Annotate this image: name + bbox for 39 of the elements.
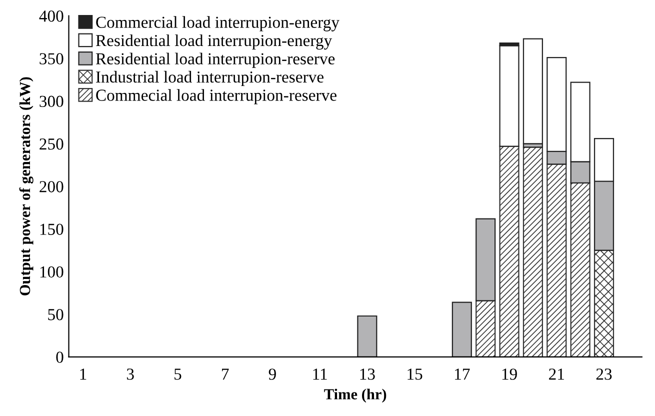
x-tick-label: 15 bbox=[408, 368, 422, 380]
x-tick-label: 3 bbox=[126, 368, 134, 380]
x-tick-label: 23 bbox=[596, 368, 612, 380]
bar bbox=[357, 315, 378, 357]
legend-label: Residential load interrupion-energy bbox=[96, 34, 332, 50]
bar bbox=[570, 182, 590, 357]
x-tick-label: 1 bbox=[80, 368, 86, 380]
bar bbox=[546, 164, 567, 357]
bar bbox=[522, 146, 543, 357]
bar bbox=[522, 38, 543, 144]
y-tick-label: 400 bbox=[39, 10, 64, 22]
x-tick-label: 7 bbox=[222, 368, 229, 380]
y-tick-label: 350 bbox=[40, 53, 64, 64]
bar bbox=[499, 146, 520, 357]
y-tick-label: 200 bbox=[40, 181, 64, 192]
bar bbox=[476, 218, 496, 302]
y-tick-label: 300 bbox=[40, 96, 64, 108]
x-tick-label: 21 bbox=[549, 368, 564, 380]
y-tick-label: 250 bbox=[40, 138, 64, 150]
y-tick-label: 50 bbox=[48, 308, 64, 320]
x-tick-label: 19 bbox=[502, 368, 517, 380]
bar bbox=[594, 250, 614, 357]
x-axis-title: Time (hr) bbox=[324, 388, 386, 403]
bar bbox=[499, 45, 520, 147]
legend-label: Industrial load interrupion-reserve bbox=[96, 70, 324, 86]
legend-label: Residential load interrupion-reserve bbox=[96, 52, 335, 68]
legend-label: Commercial load interrupion-energy bbox=[96, 16, 340, 32]
x-tick-label: 5 bbox=[174, 368, 182, 380]
x-tick-label: 11 bbox=[313, 368, 327, 380]
y-tick-label: 100 bbox=[40, 266, 64, 278]
y-tick-label: 0 bbox=[56, 352, 64, 363]
bar bbox=[452, 302, 472, 357]
bar bbox=[476, 300, 496, 357]
legend-label: Commecial load interrupion-reserve bbox=[96, 89, 336, 104]
x-tick-label: 9 bbox=[268, 368, 276, 380]
y-axis-title: Output power of generators (kW) bbox=[19, 77, 34, 296]
x-tick-label: 17 bbox=[455, 368, 470, 380]
x-tick-label: 13 bbox=[360, 368, 375, 380]
y-tick-label: 150 bbox=[40, 224, 64, 235]
